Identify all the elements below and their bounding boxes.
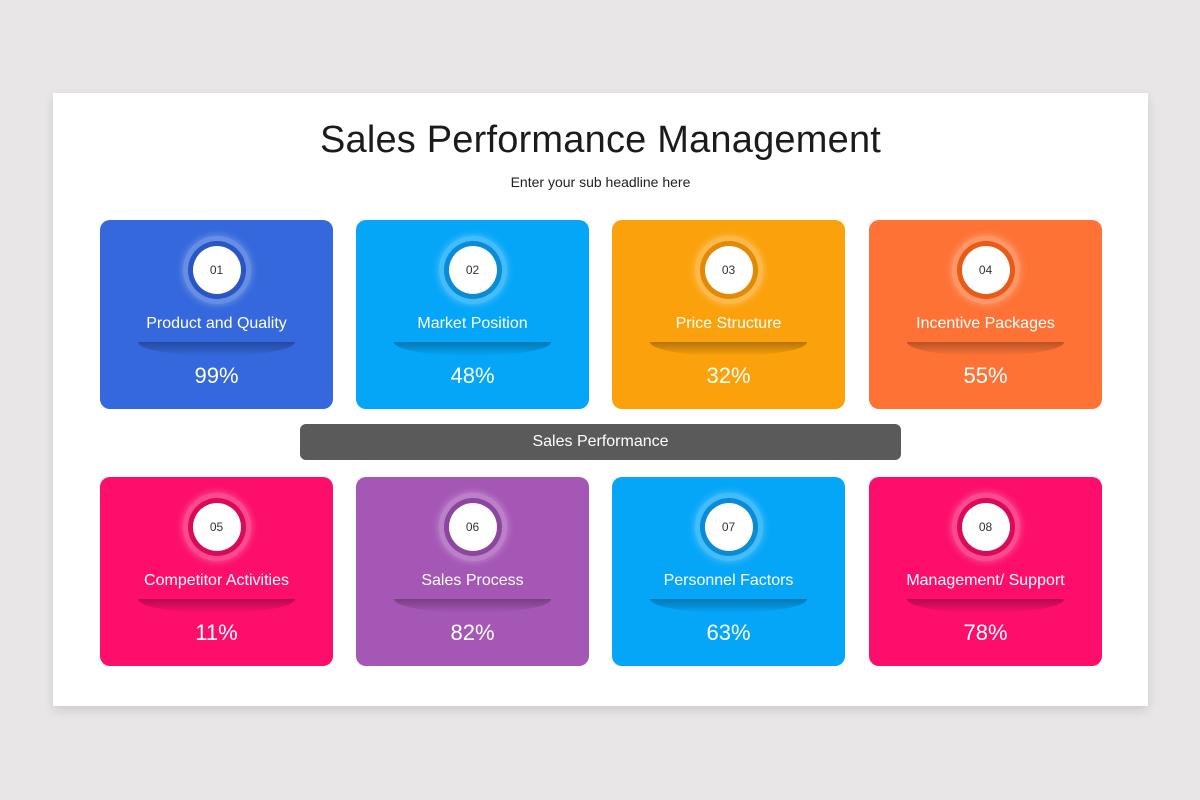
number-badge-ring: 07: [699, 498, 758, 556]
number-badge: 03: [704, 246, 753, 294]
slide-subtitle: Enter your sub headline here: [510, 174, 691, 190]
number-badge-glow: 07: [694, 493, 763, 561]
card-percentage: 55%: [963, 363, 1008, 388]
card-label: Incentive Packages: [916, 315, 1055, 332]
number-badge: 04: [961, 246, 1010, 294]
number-badge-ring: 04: [956, 241, 1015, 299]
number-badge-ring: 08: [956, 498, 1015, 556]
label-shadow-divider: [138, 599, 295, 619]
card-label: Personnel Factors: [663, 572, 794, 589]
card-percentage: 78%: [963, 620, 1008, 645]
number-badge: 08: [961, 503, 1010, 551]
label-shadow-divider: [650, 599, 807, 619]
card-management-support: 08 Management/ Support 78%: [869, 477, 1102, 666]
label-shadow-divider: [907, 599, 1064, 619]
number-badge-ring: 03: [699, 241, 758, 299]
label-shadow-divider: [907, 342, 1064, 362]
number-badge-glow: 01: [182, 236, 251, 304]
card-personnel-factors: 07 Personnel Factors 63%: [612, 477, 845, 666]
label-shadow-divider: [138, 342, 295, 362]
slide-title: Sales Performance Management: [319, 119, 882, 161]
card-percentage: 48%: [450, 363, 495, 388]
label-shadow-divider: [394, 599, 551, 619]
card-percentage: 11%: [195, 620, 238, 645]
card-label: Market Position: [417, 315, 528, 332]
number-badge-glow: 05: [182, 493, 251, 561]
card-price-structure: 03 Price Structure 32%: [612, 220, 845, 409]
card-percentage: 32%: [706, 363, 751, 388]
number-badge-ring: 02: [443, 241, 502, 299]
card-label: Management/ Support: [906, 572, 1065, 589]
number-badge-glow: 08: [951, 493, 1020, 561]
card-market-position: 02 Market Position 48%: [356, 220, 589, 409]
slide: Sales Performance Management Enter your …: [53, 93, 1148, 706]
label-shadow-divider: [650, 342, 807, 362]
card-percentage: 99%: [194, 363, 239, 388]
card-competitor-activities: 05 Competitor Activities 11%: [100, 477, 333, 666]
number-badge-ring: 06: [443, 498, 502, 556]
card-label: Competitor Activities: [144, 572, 289, 589]
number-badge: 06: [448, 503, 497, 551]
number-badge: 07: [704, 503, 753, 551]
card-percentage: 82%: [450, 620, 495, 645]
card-percentage: 63%: [706, 620, 751, 645]
number-badge-glow: 06: [438, 493, 507, 561]
number-badge-glow: 04: [951, 236, 1020, 304]
card-label: Price Structure: [675, 315, 782, 332]
card-sales-process: 06 Sales Process 82%: [356, 477, 589, 666]
label-shadow-divider: [394, 342, 551, 362]
number-badge-ring: 05: [187, 498, 246, 556]
number-badge: 05: [192, 503, 241, 551]
number-badge: 02: [448, 246, 497, 294]
number-badge: 01: [192, 246, 241, 294]
card-product-quality: 01 Product and Quality 99%: [100, 220, 333, 409]
number-badge-glow: 03: [694, 236, 763, 304]
card-label: Product and Quality: [146, 315, 287, 332]
sales-performance-bar: Sales Performance: [300, 424, 901, 460]
number-badge-glow: 02: [438, 236, 507, 304]
number-badge-ring: 01: [187, 241, 246, 299]
card-label: Sales Process: [421, 572, 524, 589]
card-incentive-packages: 04 Incentive Packages 55%: [869, 220, 1102, 409]
